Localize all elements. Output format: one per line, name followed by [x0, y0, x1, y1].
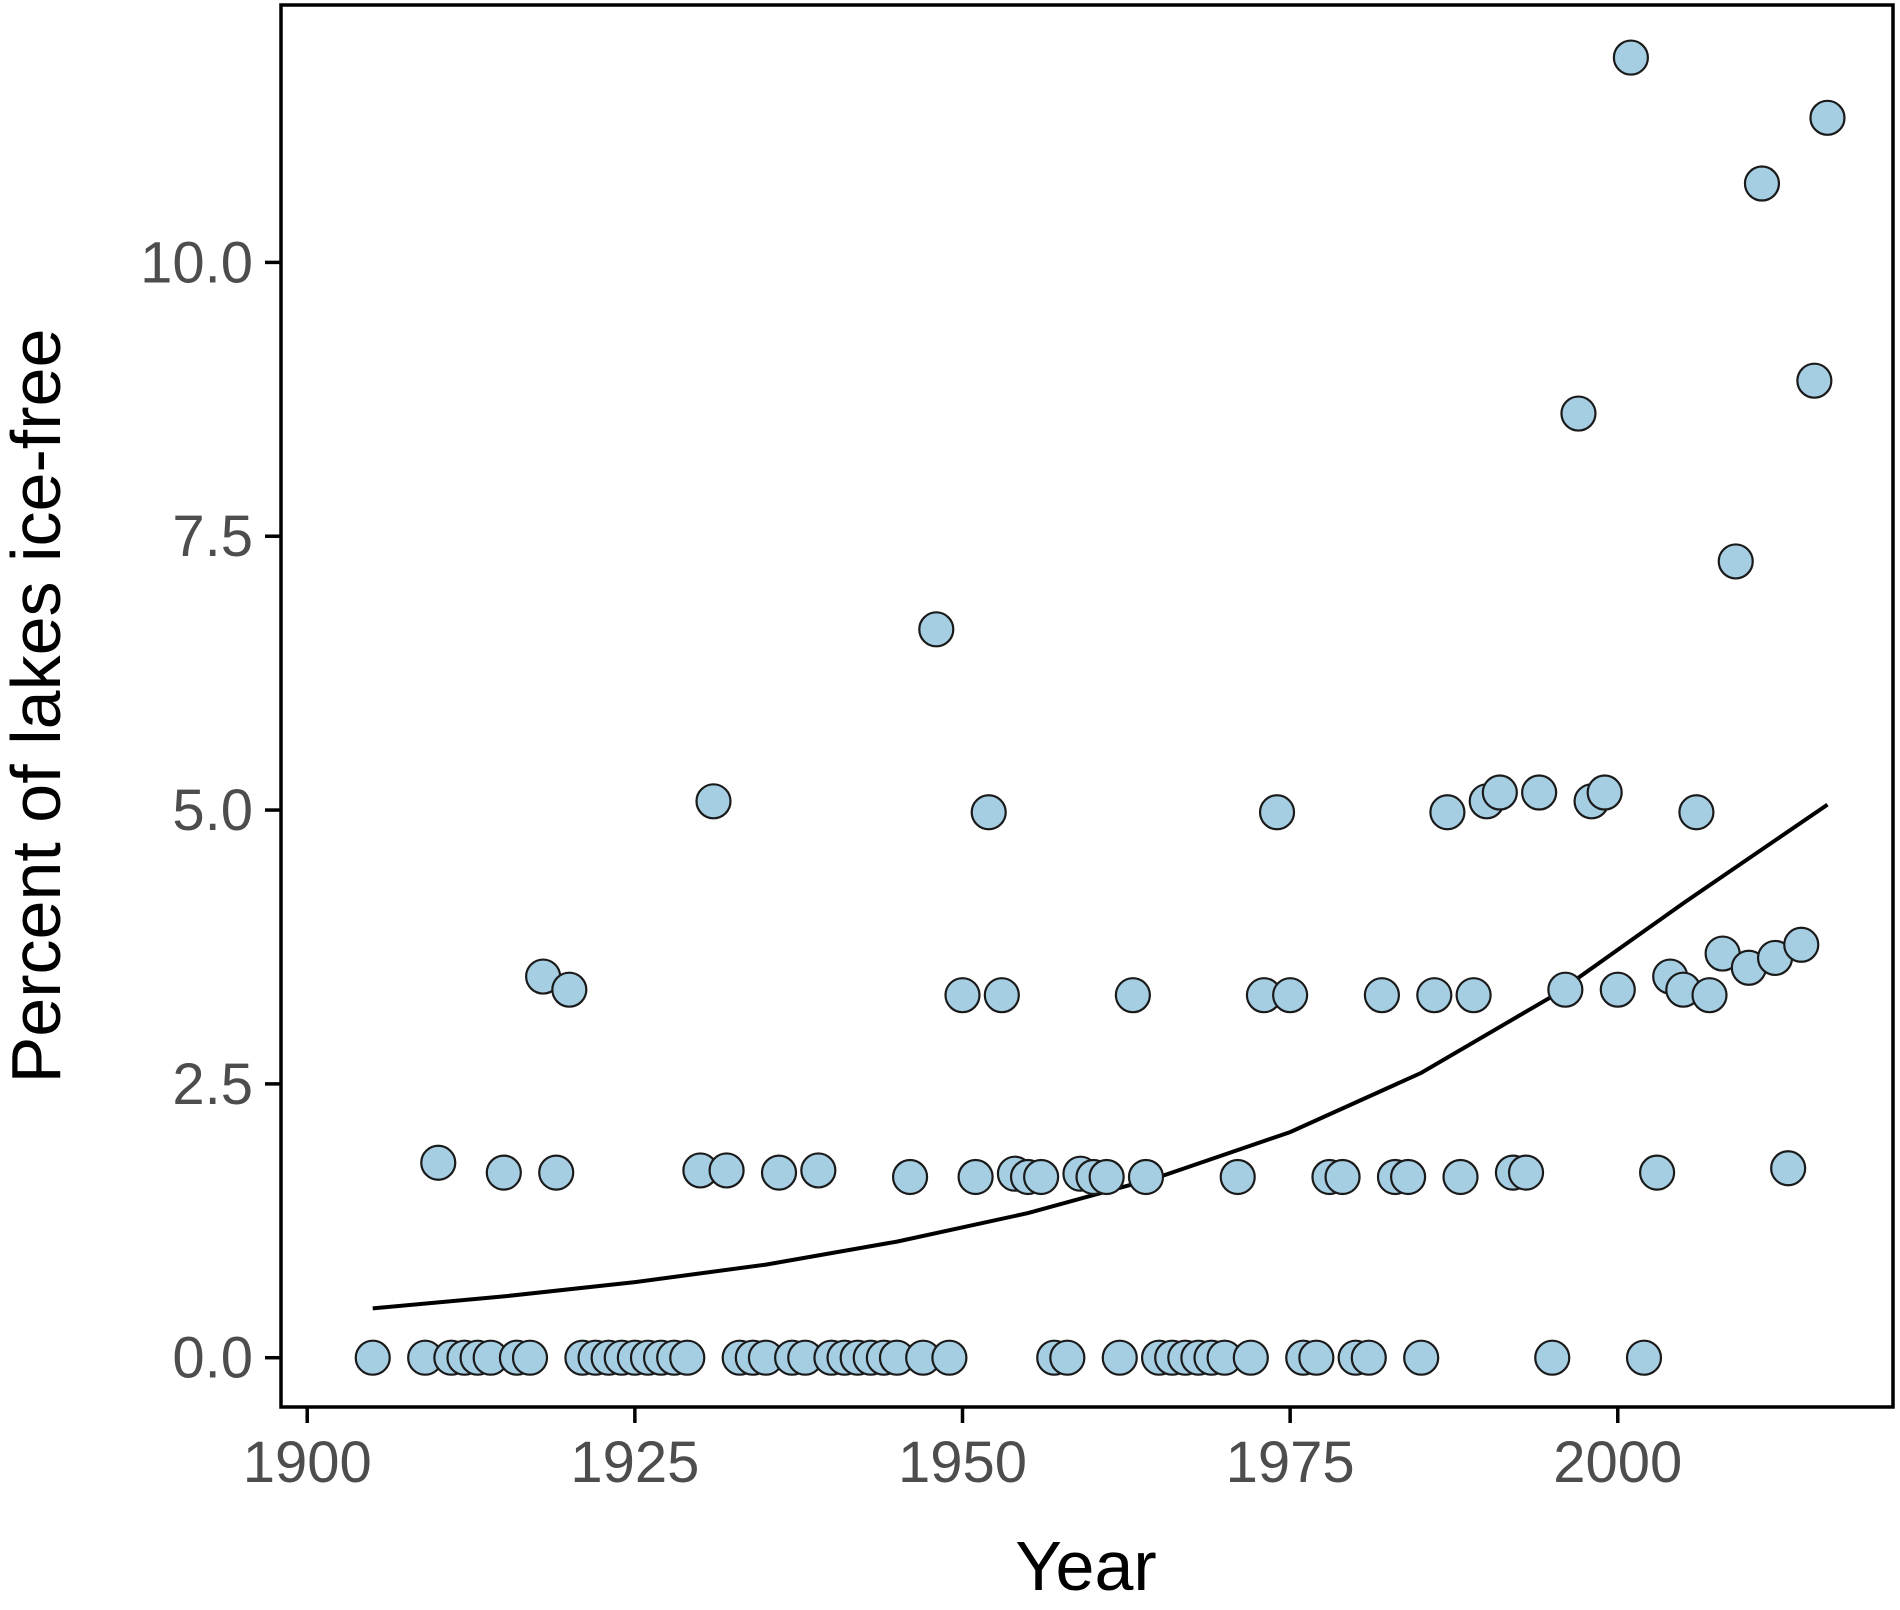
y-axis-title: Percent of lakes ice-free: [0, 329, 75, 1084]
y-tick-label: 2.5: [172, 1052, 253, 1117]
x-tick-label: 1950: [898, 1430, 1027, 1495]
data-point: [760, 1154, 798, 1191]
data-point: [1625, 1339, 1663, 1376]
x-axis: 1900 1925 1950 1975 2000: [243, 1407, 1682, 1495]
data-points: [354, 39, 1846, 1376]
data-point: [1547, 971, 1584, 1008]
data-point: [1442, 1158, 1479, 1196]
data-point: [1363, 977, 1400, 1014]
data-point: [1455, 977, 1492, 1014]
data-point: [1049, 1339, 1086, 1376]
data-point: [1232, 1339, 1269, 1376]
data-point: [1114, 977, 1151, 1014]
data-point: [983, 977, 1020, 1014]
data-point: [1127, 1158, 1165, 1196]
data-point: [511, 1339, 549, 1376]
data-point: [918, 611, 955, 648]
data-point: [551, 971, 588, 1008]
data-point: [1560, 395, 1597, 432]
data-point: [931, 1339, 968, 1376]
data-point: [1638, 1154, 1676, 1191]
data-point: [1101, 1339, 1138, 1376]
x-tick-label: 2000: [1553, 1430, 1682, 1495]
data-point: [970, 794, 1007, 831]
data-point: [1783, 926, 1820, 963]
data-point: [1586, 774, 1623, 811]
data-point: [1023, 1158, 1060, 1196]
data-point: [538, 1154, 575, 1191]
data-point: [1691, 977, 1728, 1014]
data-point: [669, 1339, 706, 1376]
data-point: [944, 977, 981, 1014]
x-tick-label: 1900: [243, 1430, 372, 1495]
data-point: [1324, 1158, 1361, 1196]
y-tick-label: 10.0: [140, 230, 253, 295]
data-point: [800, 1152, 837, 1189]
x-tick-label: 1925: [570, 1430, 699, 1495]
data-point: [1272, 977, 1309, 1014]
data-point: [1743, 165, 1781, 202]
data-point: [891, 1158, 929, 1196]
data-point: [1416, 977, 1453, 1014]
data-point: [1599, 971, 1636, 1008]
x-axis-title: Year: [1015, 1527, 1156, 1605]
data-point: [695, 783, 732, 820]
data-point: [1521, 774, 1558, 811]
data-point: [1678, 794, 1715, 831]
data-point: [1298, 1339, 1335, 1376]
data-point: [1403, 1339, 1440, 1376]
y-tick-label: 7.5: [172, 504, 253, 569]
data-point: [1219, 1158, 1256, 1196]
x-tick-label: 1975: [1226, 1430, 1355, 1495]
data-point: [1717, 543, 1754, 580]
data-point: [1809, 99, 1846, 136]
y-tick-label: 5.0: [172, 778, 253, 843]
data-point: [1612, 39, 1649, 76]
data-point: [1481, 774, 1518, 811]
data-point: [1429, 794, 1466, 831]
data-point: [957, 1158, 994, 1196]
data-point: [1389, 1158, 1427, 1196]
data-point: [420, 1144, 457, 1181]
data-point: [708, 1152, 745, 1189]
data-point: [354, 1339, 391, 1376]
data-point: [1534, 1339, 1571, 1376]
data-point: [1796, 362, 1833, 399]
data-point: [1350, 1339, 1387, 1376]
y-axis: 0.0 2.5 5.0 7.5 10.0: [140, 230, 281, 1391]
y-tick-label: 0.0: [172, 1326, 253, 1391]
data-point: [1088, 1158, 1125, 1196]
data-point: [1770, 1150, 1807, 1187]
data-point: [1258, 794, 1296, 831]
data-point: [1507, 1154, 1545, 1191]
data-point: [485, 1154, 522, 1191]
